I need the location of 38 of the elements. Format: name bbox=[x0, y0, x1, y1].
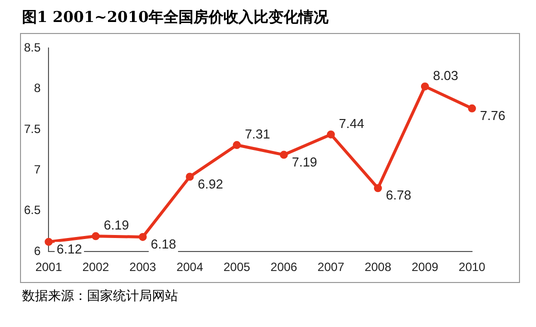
chart-title: 图1 2001~2010年全国房价收入比变化情况 bbox=[22, 8, 330, 27]
x-tick-label: 2004 bbox=[176, 260, 204, 274]
data-label: 6.92 bbox=[198, 176, 224, 192]
x-tick-label: 2006 bbox=[270, 260, 298, 274]
x-tick-label: 2005 bbox=[223, 260, 250, 274]
point bbox=[468, 104, 476, 112]
x-tick-label: 2008 bbox=[364, 260, 392, 274]
x-tick-label: 2003 bbox=[129, 260, 156, 274]
y-tick-label: 7 bbox=[34, 162, 41, 177]
x-tick-label: 2009 bbox=[412, 260, 439, 274]
point bbox=[420, 82, 429, 90]
y-tick-label: 7.5 bbox=[24, 122, 41, 136]
point bbox=[280, 150, 288, 159]
source-note: 数据来源：国家统计局网站 bbox=[22, 288, 179, 305]
x-tick-label: 2007 bbox=[318, 260, 345, 274]
x-tick-label: 2001 bbox=[35, 260, 62, 274]
data-label: 8.03 bbox=[432, 68, 458, 84]
point bbox=[374, 184, 382, 192]
data-label: 7.76 bbox=[480, 108, 506, 123]
point bbox=[138, 232, 147, 241]
x-tick-label: 2010 bbox=[458, 260, 486, 274]
y-tick-label: 8 bbox=[34, 81, 41, 96]
data-label: 6.12 bbox=[56, 241, 82, 256]
point bbox=[326, 130, 335, 138]
data-label: 6.19 bbox=[104, 218, 130, 233]
data-label: 7.31 bbox=[244, 126, 270, 142]
data-label: 7.19 bbox=[292, 154, 318, 170]
point bbox=[186, 172, 194, 181]
data-label: 7.44 bbox=[338, 116, 364, 132]
y-tick-label: 6.5 bbox=[24, 203, 41, 218]
x-tick-label: 2002 bbox=[82, 260, 110, 274]
point bbox=[92, 232, 100, 240]
y-tick-label: 8.5 bbox=[24, 40, 41, 55]
y-tick-label: 6 bbox=[34, 244, 41, 258]
point bbox=[232, 141, 241, 150]
data-label: 6.78 bbox=[386, 188, 412, 203]
data-label: 6.18 bbox=[150, 236, 176, 252]
point bbox=[44, 238, 53, 246]
